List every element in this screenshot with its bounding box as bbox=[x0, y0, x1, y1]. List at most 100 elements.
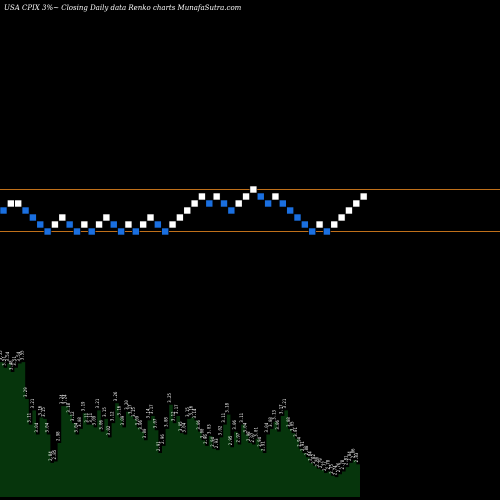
closing-value-label: 3.17 bbox=[174, 404, 179, 414]
renko-brick-up bbox=[146, 213, 155, 222]
renko-brick-down bbox=[154, 220, 162, 229]
renko-brick-down bbox=[65, 220, 74, 229]
closing-value-label: 3.05 bbox=[178, 421, 183, 431]
closing-value-label: 2.79 bbox=[318, 458, 323, 468]
closing-value-label: 3.06 bbox=[232, 419, 237, 429]
closing-value-label: 3.11 bbox=[239, 412, 244, 422]
closing-value-label: 3.25 bbox=[167, 392, 172, 402]
closing-value-label: 3.54 bbox=[16, 351, 21, 361]
closing-value-label: 3.13 bbox=[271, 410, 276, 420]
closing-value-label: 2.84 bbox=[347, 451, 352, 461]
closing-value-label: 3.08 bbox=[268, 417, 273, 427]
closing-value-label: 2.74 bbox=[333, 465, 338, 475]
closing-value-label: 3.08 bbox=[286, 417, 291, 427]
renko-brick-up bbox=[337, 213, 346, 222]
closing-value-label: 2.80 bbox=[315, 456, 320, 466]
renko-brick-down bbox=[323, 227, 331, 236]
renko-brick-down bbox=[293, 213, 302, 222]
closing-value-label: 3.09 bbox=[91, 415, 96, 425]
closing-value-label: 3.01 bbox=[253, 427, 258, 437]
renko-brick-up bbox=[80, 220, 89, 229]
renko-brick-down bbox=[205, 199, 214, 208]
renko-brick-down bbox=[117, 227, 125, 236]
closing-value-label: 3.06 bbox=[138, 419, 143, 429]
renko-brick-up bbox=[7, 199, 15, 208]
renko-brick-down bbox=[278, 199, 287, 208]
renko-brick-down bbox=[29, 213, 37, 222]
renko-brick-up bbox=[352, 199, 361, 208]
closing-value-label: 3.20 bbox=[124, 400, 129, 410]
closing-value-label: 3.17 bbox=[149, 404, 154, 414]
closing-value-label: 3.12 bbox=[171, 411, 176, 421]
renko-brick-down bbox=[0, 206, 8, 215]
closing-value-label: 2.91 bbox=[300, 441, 305, 451]
closing-value-label: 3.26 bbox=[113, 391, 118, 401]
renko-brick-up bbox=[249, 185, 258, 194]
closing-value-label: 2.96 bbox=[203, 434, 208, 444]
closing-value-label: 3.17 bbox=[279, 404, 284, 414]
closing-value-label: 3.15 bbox=[102, 407, 107, 417]
closing-value-label: 3.51 bbox=[12, 356, 17, 366]
closing-value-label: 2.97 bbox=[235, 432, 240, 442]
renko-brick-up bbox=[315, 220, 324, 229]
renko-brick-up bbox=[271, 192, 280, 201]
renko-brick-up bbox=[102, 213, 111, 222]
closing-value-label: 2.94 bbox=[257, 436, 262, 446]
closing-value-label: 3.29 bbox=[23, 387, 28, 397]
renko-bricks bbox=[0, 185, 368, 236]
closing-value-label: 3.18 bbox=[225, 402, 230, 412]
closing-value-label: 3.04 bbox=[45, 422, 50, 432]
closing-value-label: 3.19 bbox=[81, 401, 86, 411]
closing-area bbox=[0, 362, 360, 497]
closing-value-label: 3.54 bbox=[5, 351, 10, 361]
closing-value-label: 3.07 bbox=[153, 418, 158, 428]
closing-value-label: 3.21 bbox=[282, 398, 287, 408]
renko-brick-down bbox=[220, 199, 228, 208]
closing-value-label: 3.15 bbox=[131, 407, 136, 417]
closing-value-label: 2.83 bbox=[354, 452, 359, 462]
renko-brick-down bbox=[36, 220, 45, 229]
closing-value-label: 2.78 bbox=[325, 459, 330, 469]
renko-brick-up bbox=[242, 192, 250, 201]
renko-brick-down bbox=[308, 227, 317, 236]
closing-value-label: 3.15 bbox=[185, 407, 190, 417]
renko-brick-up bbox=[330, 220, 339, 229]
closing-value-label: 2.81 bbox=[343, 455, 348, 465]
closing-value-label: 2.86 bbox=[351, 448, 356, 458]
renko-brick-up bbox=[58, 213, 67, 222]
closing-value-label: 2.77 bbox=[322, 461, 327, 471]
closing-value-label: 3.21 bbox=[95, 398, 100, 408]
closing-value-label: 3.06 bbox=[196, 419, 201, 429]
closing-value-label: 2.98 bbox=[246, 431, 251, 441]
closing-value-label: 2.98 bbox=[55, 431, 60, 441]
closing-value-label: 2.76 bbox=[336, 462, 341, 472]
renko-brick-down bbox=[256, 192, 265, 201]
closing-value-label: 3.55 bbox=[19, 350, 24, 360]
closing-value-label: 3.11 bbox=[88, 412, 93, 422]
closing-value-label: 3.55 bbox=[0, 350, 3, 360]
renko-brick-up bbox=[124, 220, 133, 229]
closing-value-label: 3.08 bbox=[163, 417, 168, 427]
closing-value-label: 2.84 bbox=[48, 451, 53, 461]
closing-value-label: 3.16 bbox=[37, 405, 42, 415]
closing-value-label: 2.97 bbox=[250, 432, 255, 442]
closing-value-label: 3.24 bbox=[63, 394, 68, 404]
renko-brick-down bbox=[109, 220, 118, 229]
closing-value-label: 3.51 bbox=[1, 356, 6, 366]
closing-value-label: 3.02 bbox=[106, 425, 111, 435]
closing-value-label: 3.48 bbox=[9, 360, 14, 370]
closing-value-label: 2.84 bbox=[307, 451, 312, 461]
renko-brick-down bbox=[301, 220, 309, 229]
closing-value-label: 3.09 bbox=[120, 415, 125, 425]
closing-value-label: 3.12 bbox=[70, 411, 75, 421]
closing-value-label: 3.11 bbox=[221, 412, 226, 422]
closing-value-label: 2.94 bbox=[210, 436, 215, 446]
renko-brick-down bbox=[43, 227, 52, 236]
renko-brick-up bbox=[190, 199, 199, 208]
renko-brick-up bbox=[139, 220, 147, 229]
closing-value-label: 3.12 bbox=[109, 411, 114, 421]
closing-value-label: 3.04 bbox=[34, 422, 39, 432]
closing-value-label: 3.04 bbox=[264, 422, 269, 432]
renko-brick-up bbox=[51, 220, 59, 229]
